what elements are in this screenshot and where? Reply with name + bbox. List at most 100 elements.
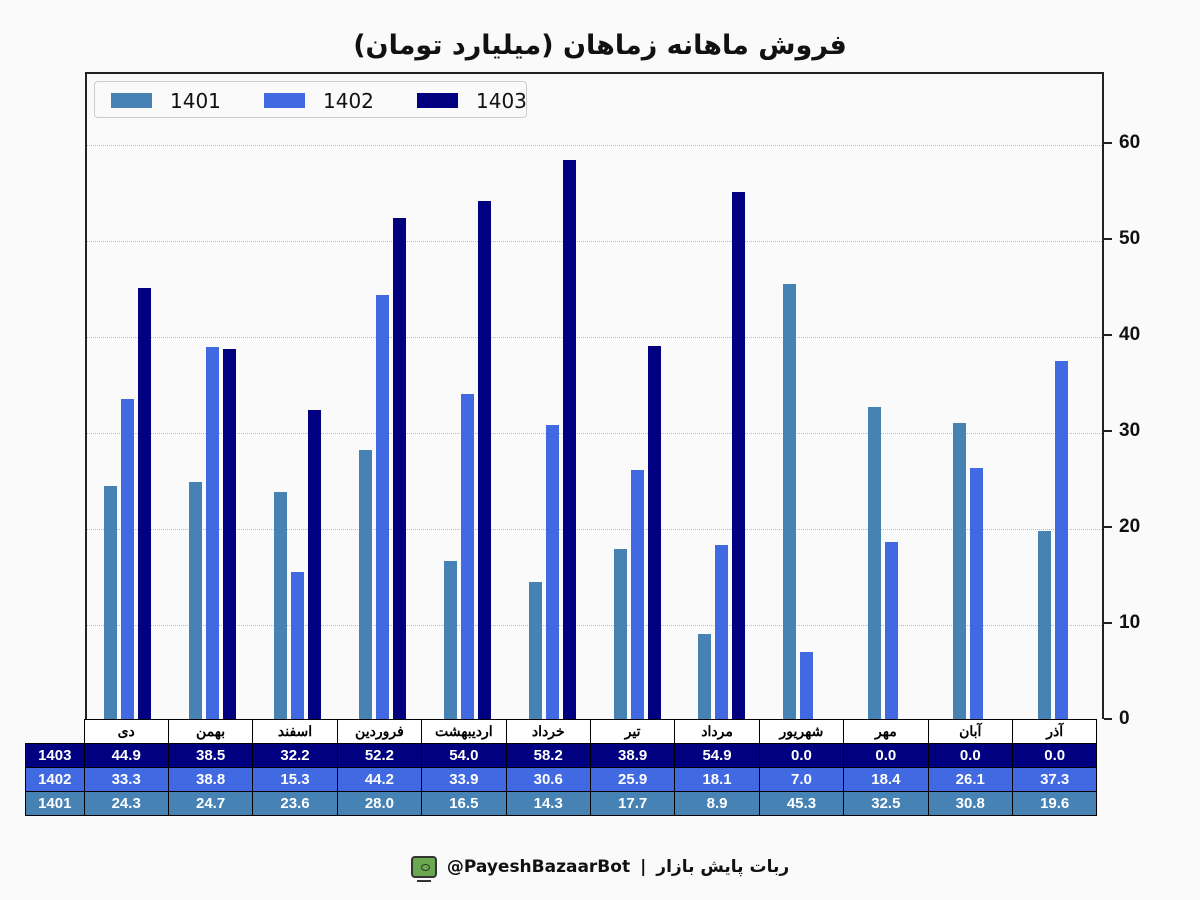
y-tick-label: 20	[1119, 516, 1141, 537]
bar-1403	[477, 200, 491, 719]
table-cell: 18.1	[674, 767, 760, 792]
table-cell: 52.2	[336, 743, 423, 768]
table-row: 1401 24.3 24.7 23.6 28.0 16.5 14.3 17.7 8.9 45.3 3…	[25, 791, 1098, 816]
table-cell: 25.9	[589, 767, 676, 792]
bar-1402	[205, 346, 219, 719]
gridline	[87, 529, 1102, 530]
table-header-month: تیر	[589, 719, 676, 744]
legend-label: 1401	[170, 88, 221, 113]
table-row: 1403 44.9 38.5 32.2 52.2 54.0 58.2 38.9 54.9 0.0 0…	[25, 743, 1098, 768]
legend: 1401 1402 1403	[94, 81, 527, 118]
table-cell: 38.9	[589, 743, 676, 768]
table-header-month: مهر	[843, 719, 929, 744]
bar-1401	[188, 481, 202, 719]
table-cell: 24.3	[83, 791, 169, 816]
bar-1402	[715, 545, 729, 719]
gridline	[87, 625, 1102, 626]
table-cell: 44.9	[83, 743, 169, 768]
table-cell: 30.6	[505, 767, 591, 792]
bar-1401	[783, 284, 797, 719]
bar-1403	[392, 217, 406, 719]
table-row-label: 1402	[25, 767, 85, 792]
table-cell: 16.5	[421, 791, 507, 816]
table-cell: 58.2	[505, 743, 591, 768]
legend-label: 1402	[323, 88, 374, 113]
table-cell: 44.2	[336, 767, 423, 792]
y-tick-label: 30	[1119, 420, 1141, 442]
legend-item-1403: 1403	[417, 82, 527, 119]
bar-1401	[1038, 530, 1052, 719]
chart-title: فروش ماهانه زماهان (میلیارد تومان)	[353, 30, 847, 61]
bar-1401	[443, 560, 457, 719]
footer-bot-name: ربات پایش بازار	[656, 857, 790, 877]
y-tick	[1104, 238, 1112, 241]
table-header-month: اسفند	[252, 719, 338, 744]
table-cell: 0.0	[758, 743, 845, 768]
table-cell: 18.4	[843, 767, 929, 792]
bar-1401	[613, 549, 627, 719]
footer-separator: |	[640, 857, 647, 877]
bar-1401	[953, 423, 967, 719]
y-tick-label: 40	[1119, 324, 1141, 346]
y-tick	[1104, 622, 1112, 624]
table-cell: 15.3	[252, 767, 338, 792]
table-cell: 54.9	[674, 743, 760, 768]
footer-handle: @PayeshBazaarBot	[446, 857, 631, 877]
table-header-month: اردیبهشت	[421, 719, 507, 744]
table-row-label: 1403	[25, 743, 85, 768]
bar-1402	[375, 294, 389, 719]
table-cell: 28.0	[336, 791, 423, 816]
bar-1401	[358, 450, 372, 719]
y-tick-label: 0	[1119, 708, 1130, 729]
table-cell: 7.0	[758, 767, 845, 792]
legend-swatch	[264, 93, 305, 108]
bar-1402	[460, 393, 474, 719]
table-cell: 32.2	[252, 743, 338, 768]
table-cell: 8.9	[674, 791, 760, 816]
table-header-month: شهریور	[758, 719, 845, 744]
table-header-month: مرداد	[674, 719, 760, 744]
bar-1402	[290, 572, 304, 719]
bar-1403	[562, 160, 576, 719]
table-cell: 30.8	[927, 791, 1013, 816]
table-cell: 14.3	[505, 791, 591, 816]
table-header-month: آبان	[927, 719, 1013, 744]
plot-area	[85, 72, 1104, 719]
table-cell: 0.0	[843, 743, 929, 768]
y-tick	[1104, 142, 1112, 145]
table-cell: 38.8	[167, 767, 254, 792]
legend-item-1401: 1401	[111, 82, 221, 119]
table-cell: 26.1	[927, 767, 1013, 792]
table-cell: 23.6	[252, 791, 338, 816]
y-tick-label: 50	[1119, 228, 1141, 250]
table-cell: 0.0	[927, 743, 1013, 768]
table-cell: 24.7	[167, 791, 254, 816]
table-cell: 0.0	[1011, 743, 1098, 768]
table-cell: 33.9	[421, 767, 507, 792]
table-header-month: آذر	[1011, 719, 1098, 744]
gridline	[87, 145, 1102, 147]
bar-1402	[545, 425, 559, 719]
bar-1402	[121, 399, 134, 719]
y-tick	[1104, 526, 1112, 528]
bar-1402	[1055, 360, 1069, 719]
legend-swatch	[111, 93, 152, 108]
table-cell: 37.3	[1011, 767, 1098, 792]
bar-1401	[104, 485, 117, 719]
table-header-month: فروردین	[336, 719, 423, 744]
table-cell: 19.6	[1011, 791, 1098, 816]
y-tick-label: 10	[1119, 612, 1141, 633]
gridline	[87, 241, 1102, 243]
legend-swatch	[417, 93, 458, 108]
bar-1402	[970, 468, 984, 719]
bar-1403	[307, 409, 321, 719]
bar-1402	[885, 542, 899, 719]
table-cell: 54.0	[421, 743, 507, 768]
table-row-label: 1401	[25, 791, 85, 816]
bar-1402	[630, 470, 644, 719]
y-tick-label: 60	[1119, 132, 1141, 154]
bar-1402	[800, 651, 814, 719]
bar-1401	[273, 492, 287, 719]
table-header-month: بهمن	[167, 719, 254, 744]
legend-item-1402: 1402	[264, 82, 374, 119]
